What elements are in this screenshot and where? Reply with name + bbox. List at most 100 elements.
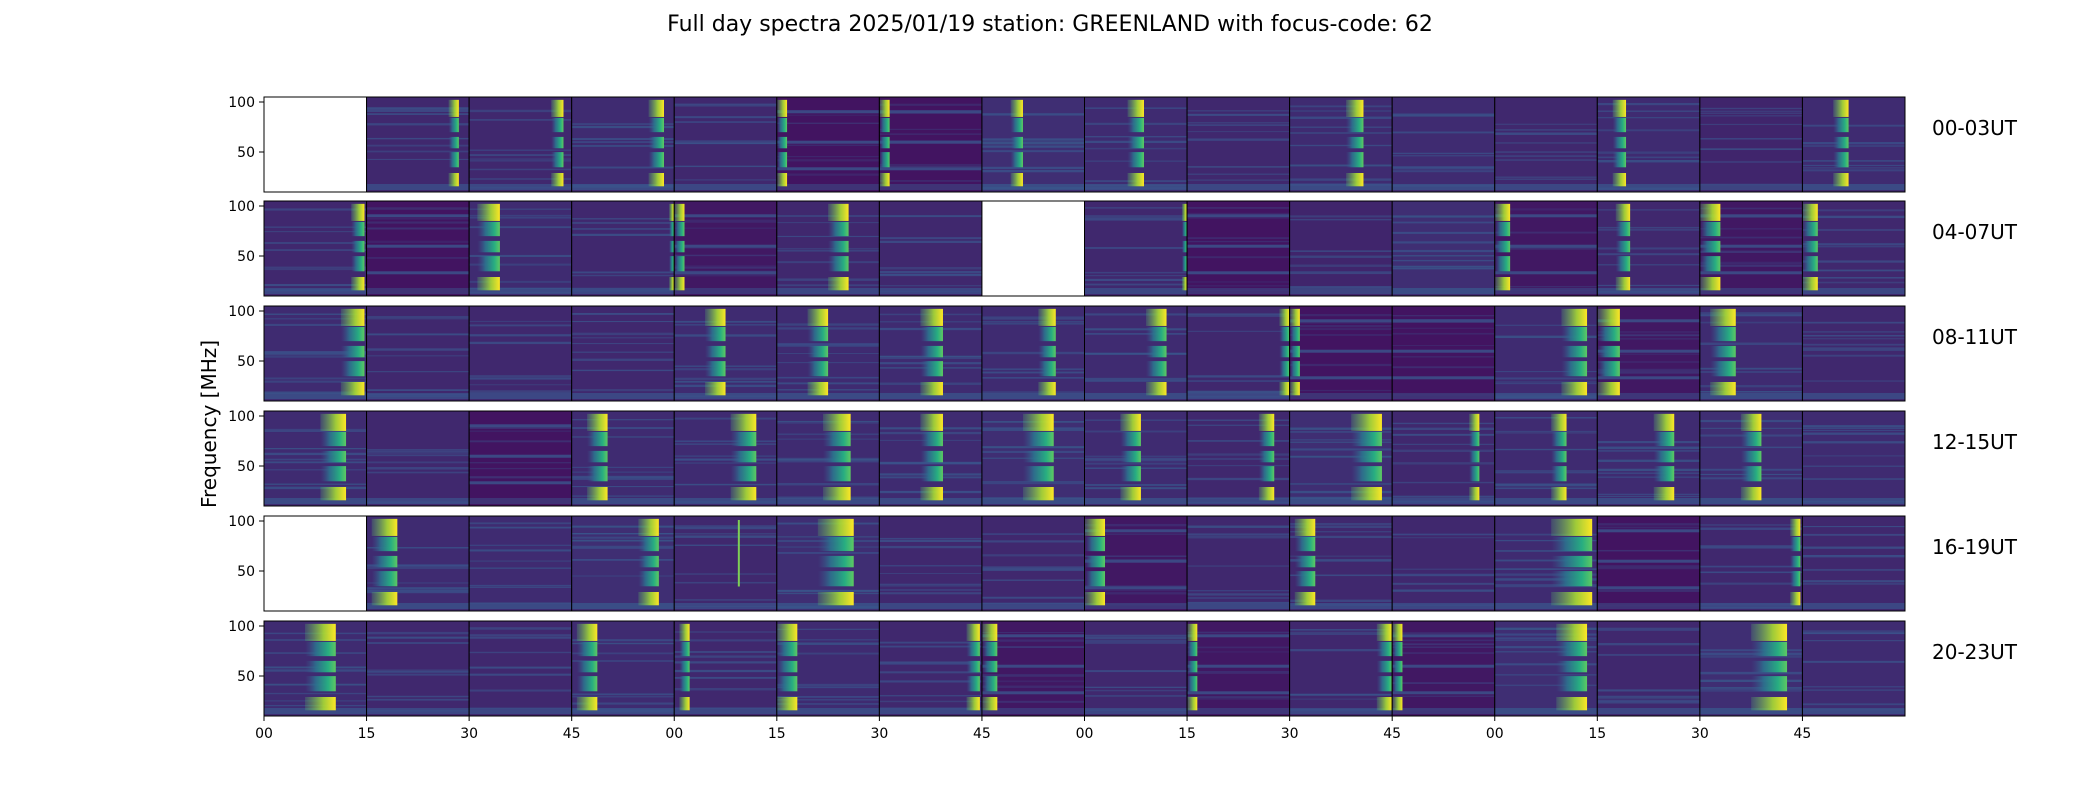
radio-burst xyxy=(705,326,726,342)
radio-burst xyxy=(1376,660,1393,673)
panel-background xyxy=(879,621,982,716)
interference-line xyxy=(981,596,1085,599)
interference-line xyxy=(879,128,982,130)
interference-line xyxy=(1392,433,1495,436)
interference-line xyxy=(674,380,777,383)
radio-burst xyxy=(1833,152,1849,168)
radio-burst xyxy=(551,136,564,149)
interference-line xyxy=(981,113,1085,116)
interference-line xyxy=(879,285,982,287)
radio-burst xyxy=(1699,256,1721,272)
interference-line xyxy=(1392,589,1495,592)
radio-burst xyxy=(1120,431,1141,447)
low-freq-band xyxy=(366,603,470,609)
radio-burst xyxy=(1120,450,1141,463)
interference-line xyxy=(571,485,675,488)
interference-line xyxy=(571,218,675,220)
radio-burst xyxy=(1494,240,1511,253)
interference-line xyxy=(1084,533,1188,535)
radio-burst xyxy=(981,697,998,711)
radio-burst xyxy=(730,487,757,501)
interference-line xyxy=(1289,363,1393,367)
interference-line xyxy=(1597,253,1700,256)
radio-burst xyxy=(879,173,890,187)
low-freq-band xyxy=(981,498,1085,504)
band-line xyxy=(981,634,1085,638)
interference-line xyxy=(1494,231,1598,234)
interference-line xyxy=(776,344,880,347)
interference-line xyxy=(1597,361,1700,363)
radio-burst xyxy=(705,308,726,326)
interference-line xyxy=(776,696,880,698)
radio-burst xyxy=(1294,536,1316,552)
spectrum-panel xyxy=(878,305,983,402)
interference-line xyxy=(1699,390,1803,393)
interference-line xyxy=(1392,167,1495,170)
interference-line xyxy=(1597,159,1700,163)
interference-line xyxy=(1802,354,1905,357)
low-freq-band xyxy=(1187,498,1290,504)
interference-line xyxy=(1187,217,1290,219)
spectrum-panel xyxy=(673,305,778,402)
interference-line xyxy=(1802,632,1905,635)
interference-line xyxy=(674,573,777,575)
interference-line xyxy=(571,320,675,323)
radio-burst xyxy=(1556,623,1588,641)
interference-line xyxy=(571,221,675,224)
spectrum-panel xyxy=(468,96,573,193)
radio-burst xyxy=(1653,450,1675,463)
spectrum-panel xyxy=(981,410,1085,507)
interference-line xyxy=(1802,689,1905,691)
radio-burst xyxy=(1710,345,1736,358)
spectrum-panel xyxy=(263,96,368,193)
low-freq-band xyxy=(469,498,572,504)
radio-burst xyxy=(1469,450,1480,463)
interference-line xyxy=(674,377,777,380)
interference-line xyxy=(1084,636,1188,640)
panel-background xyxy=(469,516,572,611)
interference-line xyxy=(571,274,675,277)
interference-line xyxy=(1392,462,1495,465)
interference-line xyxy=(264,318,367,320)
interference-line xyxy=(1392,332,1495,335)
radio-burst xyxy=(879,136,890,149)
interference-line xyxy=(1289,218,1393,221)
low-freq-band xyxy=(366,288,470,294)
radio-burst xyxy=(1376,697,1393,711)
interference-line xyxy=(469,584,572,587)
radio-burst xyxy=(920,450,943,463)
interference-line xyxy=(1802,228,1905,231)
interference-line xyxy=(1494,639,1598,641)
interference-line xyxy=(1699,545,1803,548)
interference-line xyxy=(1084,352,1188,355)
band-line xyxy=(1187,214,1290,218)
interference-line xyxy=(1699,656,1803,658)
spectrum-panel xyxy=(776,96,880,193)
x-tick-label: 15 xyxy=(1178,726,1196,742)
spectrum-panel xyxy=(366,410,470,507)
interference-line xyxy=(1392,221,1495,224)
interference-line xyxy=(571,337,675,339)
interference-line xyxy=(1494,142,1598,144)
interference-line xyxy=(264,447,367,450)
interference-line xyxy=(981,631,1085,634)
interference-line xyxy=(1187,138,1290,141)
interference-line xyxy=(1494,381,1598,383)
interference-line xyxy=(1494,651,1598,653)
panel-background xyxy=(1289,621,1393,716)
y-tick-label: 100 xyxy=(228,95,255,111)
radio-burst xyxy=(776,99,788,117)
radio-burst xyxy=(920,431,943,447)
interference-line xyxy=(981,700,1085,703)
interference-line xyxy=(571,369,675,372)
spectrum-panel xyxy=(1186,410,1291,507)
radio-burst xyxy=(576,623,598,641)
y-tick-label: 50 xyxy=(237,564,255,580)
interference-line xyxy=(1699,321,1803,324)
radio-burst xyxy=(1494,256,1511,272)
x-tick-label: 30 xyxy=(460,726,478,742)
interference-line xyxy=(469,263,572,266)
radio-burst xyxy=(320,431,347,447)
interference-line xyxy=(1802,465,1905,467)
interference-line xyxy=(366,113,470,115)
